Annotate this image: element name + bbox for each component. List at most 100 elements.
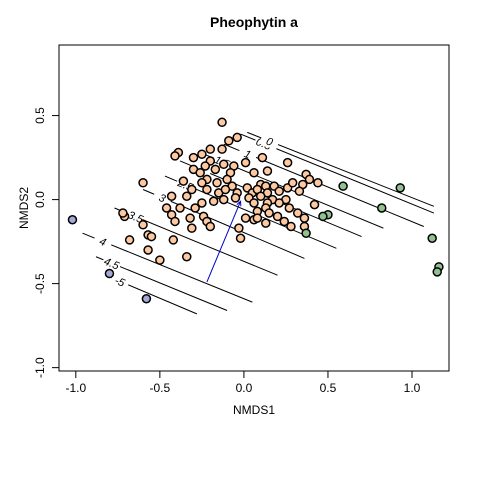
data-point [292, 208, 303, 218]
data-point [197, 149, 207, 159]
data-point [309, 199, 320, 210]
data-point [195, 167, 205, 178]
data-point [217, 144, 227, 154]
data-point [294, 186, 305, 196]
data-point [187, 184, 197, 195]
data-point [377, 203, 387, 213]
data-point [304, 174, 315, 185]
vector-arrowhead [236, 200, 242, 207]
data-point [287, 178, 298, 188]
data-point [188, 152, 199, 163]
contour-label-background [123, 206, 146, 226]
data-point [104, 268, 115, 279]
data-point [255, 191, 266, 201]
data-point [197, 178, 207, 188]
data-point [235, 233, 246, 243]
data-point [197, 198, 207, 208]
contour-line [223, 143, 424, 227]
data-point [274, 186, 284, 196]
data-point [182, 191, 192, 201]
contour-label: 4.5 [102, 256, 122, 273]
data-point [299, 213, 310, 223]
data-point [205, 221, 216, 232]
data-point [212, 178, 222, 188]
data-point [166, 191, 177, 201]
data-point [264, 208, 274, 218]
data-point [155, 255, 165, 265]
data-point [232, 132, 242, 143]
plot-frame [58, 44, 450, 372]
data-point [175, 203, 185, 213]
data-point [124, 235, 135, 245]
data-point [313, 178, 323, 188]
data-point [262, 166, 273, 176]
data-point [182, 251, 192, 262]
x-tick-label: -1.0 [65, 381, 86, 395]
contour-label-group: 4 [92, 231, 114, 251]
contour-label-group: 4.5 [101, 253, 123, 273]
data-point [217, 117, 227, 128]
contour-label-background [259, 131, 281, 151]
y-tick-label: 0.5 [33, 107, 47, 124]
x-tick-label: 0.5 [320, 381, 337, 395]
data-point [252, 213, 263, 223]
data-point [249, 167, 259, 178]
data-point [141, 293, 152, 304]
data-point [338, 181, 348, 191]
data-point [432, 267, 442, 277]
data-point [318, 211, 328, 222]
contour-label-background [151, 187, 174, 207]
data-point [208, 196, 219, 207]
data-point [224, 136, 234, 146]
x-axis: -1.0 -0.5 0.0 0.5 1.0 [65, 370, 421, 395]
chart-title: Pheophytin a [210, 14, 298, 30]
data-point [218, 159, 229, 170]
data-point [286, 221, 296, 232]
data-point [395, 183, 405, 193]
data-point [205, 144, 216, 154]
data-point [200, 161, 210, 171]
data-point [170, 151, 180, 161]
x-tick-label: -0.5 [150, 381, 171, 395]
y-tick-label: -1.0 [33, 357, 47, 378]
data-point [218, 194, 229, 205]
data-point [178, 176, 189, 186]
data-point [220, 184, 231, 195]
data-point [240, 213, 251, 223]
data-point [284, 203, 295, 213]
contour-label-background [92, 231, 114, 251]
data-point [230, 193, 241, 203]
contour-label-background [101, 253, 123, 273]
data-point [146, 231, 157, 242]
data-point [143, 245, 153, 255]
data-point [274, 198, 284, 208]
contour-label-group: -5 [109, 271, 131, 291]
data-point [427, 233, 437, 243]
vector-line [206, 201, 242, 283]
data-point [161, 203, 172, 213]
contour-label-group: 0 [259, 131, 281, 151]
data-point [187, 223, 197, 233]
data-point [282, 157, 293, 168]
data-point [249, 198, 259, 208]
data-point [240, 157, 251, 168]
data-point [301, 228, 311, 238]
y-axis: -1.0 -0.5 0.0 0.5 [33, 107, 60, 378]
data-point [261, 218, 271, 228]
contour-label-background [109, 271, 131, 291]
data-point [210, 164, 221, 175]
contour-label-group: 3 [151, 187, 174, 207]
data-point [138, 178, 148, 188]
data-point [272, 211, 283, 222]
y-tick-label: 0.0 [33, 191, 47, 208]
data-point [257, 152, 268, 163]
y-tick-label: -0.5 [33, 273, 47, 294]
data-point [185, 213, 195, 223]
fitted-vector [206, 200, 242, 283]
point-layer [67, 117, 444, 304]
data-point [168, 235, 179, 245]
contour-label: 0 [264, 135, 275, 149]
data-point [138, 220, 148, 230]
data-point [170, 216, 180, 227]
